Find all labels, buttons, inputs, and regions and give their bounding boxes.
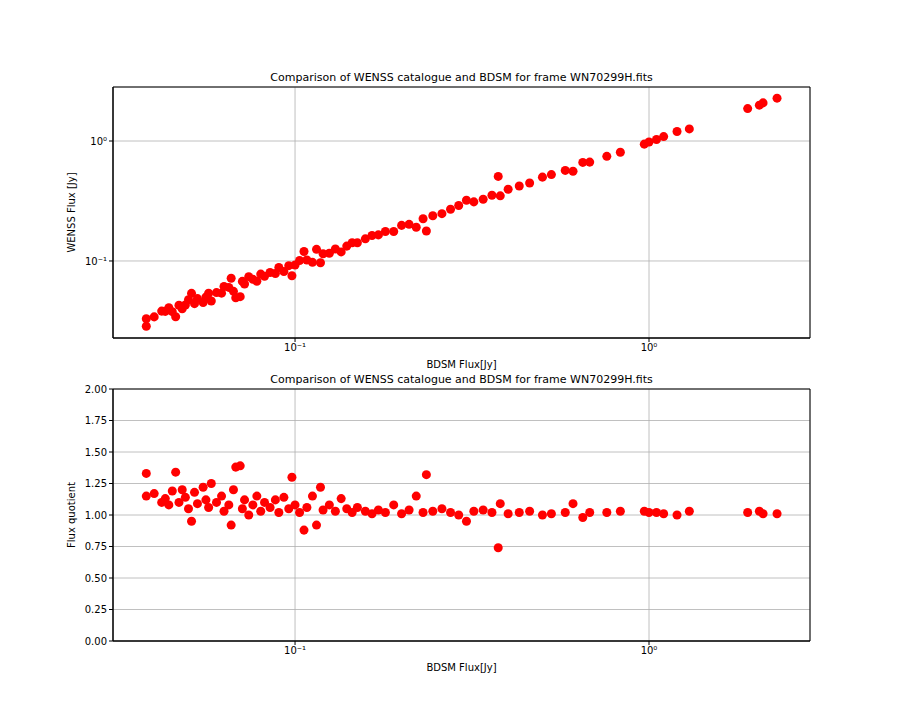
html-text:Comparison of WENSS catalogue: Comparison of WENSS catalogue and BDSM f… [270,71,653,84]
svg-text:0.25: 0.25 [85,604,107,615]
svg-text:1.75: 1.75 [85,415,107,426]
svg-text:WENSS Flux [Jy]: WENSS Flux [Jy] [66,172,77,252]
svg-text:0.75: 0.75 [85,541,107,552]
svg-text:10⁻¹: 10⁻¹ [284,645,306,656]
svg-text:BDSM Flux[Jy]: BDSM Flux[Jy] [426,662,496,673]
svg-text:10⁻¹: 10⁻¹ [85,256,107,267]
svg-text:0.00: 0.00 [85,636,107,647]
svg-text:BDSM Flux[Jy]: BDSM Flux[Jy] [426,359,496,370]
svg-text:10⁻¹: 10⁻¹ [284,342,306,353]
svg-text:0.50: 0.50 [85,573,107,584]
html-text:Comparison of WENSS catalogue: Comparison of WENSS catalogue and BDSM f… [270,373,653,386]
svg-text:1.25: 1.25 [85,478,107,489]
svg-text:Flux quotient: Flux quotient [66,482,77,548]
svg-text:10⁰: 10⁰ [641,645,658,656]
svg-text:10⁰: 10⁰ [90,136,107,147]
svg-text:1.00: 1.00 [85,510,107,521]
svg-text:10⁰: 10⁰ [641,342,658,353]
svg-text:1.50: 1.50 [85,447,107,458]
svg-text:2.00: 2.00 [85,384,107,395]
